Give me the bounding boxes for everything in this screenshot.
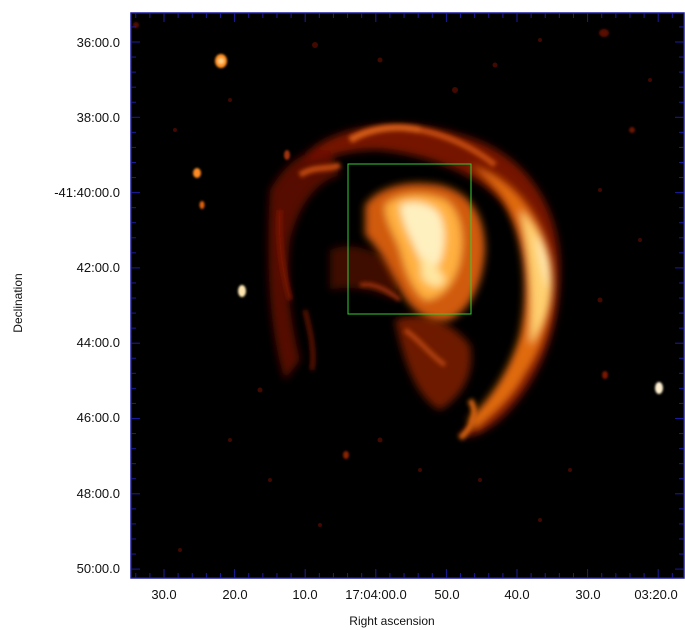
x-tick-label: 30.0 bbox=[151, 587, 176, 602]
tick-marks bbox=[131, 13, 684, 578]
x-tick-label: 03:20.0 bbox=[634, 587, 677, 602]
central-complex bbox=[365, 183, 485, 321]
noise-speckles bbox=[173, 38, 652, 552]
y-tick-labels: 36:00.0 38:00.0 -41:40:00.0 42:00.0 44:0… bbox=[54, 35, 120, 576]
y-axis-title: Declination bbox=[11, 273, 25, 332]
y-tick-label: 50:00.0 bbox=[77, 561, 120, 576]
x-tick-label: 50.0 bbox=[434, 587, 459, 602]
x-tick-label: 40.0 bbox=[504, 587, 529, 602]
x-tick-label: 10.0 bbox=[292, 587, 317, 602]
x-tick-label: 20.0 bbox=[222, 587, 247, 602]
x-tick-label: 17:04:00.0 bbox=[345, 587, 406, 602]
x-axis-title: Right ascension bbox=[349, 614, 434, 628]
y-tick-label: 42:00.0 bbox=[77, 260, 120, 275]
bright-arc bbox=[468, 165, 553, 430]
point-sources bbox=[133, 22, 663, 459]
filaments bbox=[277, 124, 497, 441]
y-tick-label: 46:00.0 bbox=[77, 410, 120, 425]
x-tick-label: 30.0 bbox=[575, 587, 600, 602]
y-tick-label: 48:00.0 bbox=[77, 486, 120, 501]
y-tick-label: 44:00.0 bbox=[77, 335, 120, 350]
y-tick-label: 38:00.0 bbox=[77, 110, 120, 125]
plot-frame bbox=[130, 12, 685, 579]
x-tick-labels: 30.0 20.0 10.0 17:04:00.0 50.0 40.0 30.0… bbox=[151, 587, 677, 602]
y-tick-label: -41:40:00.0 bbox=[54, 185, 120, 200]
inset-region-box bbox=[347, 163, 472, 315]
y-tick-label: 36:00.0 bbox=[77, 35, 120, 50]
